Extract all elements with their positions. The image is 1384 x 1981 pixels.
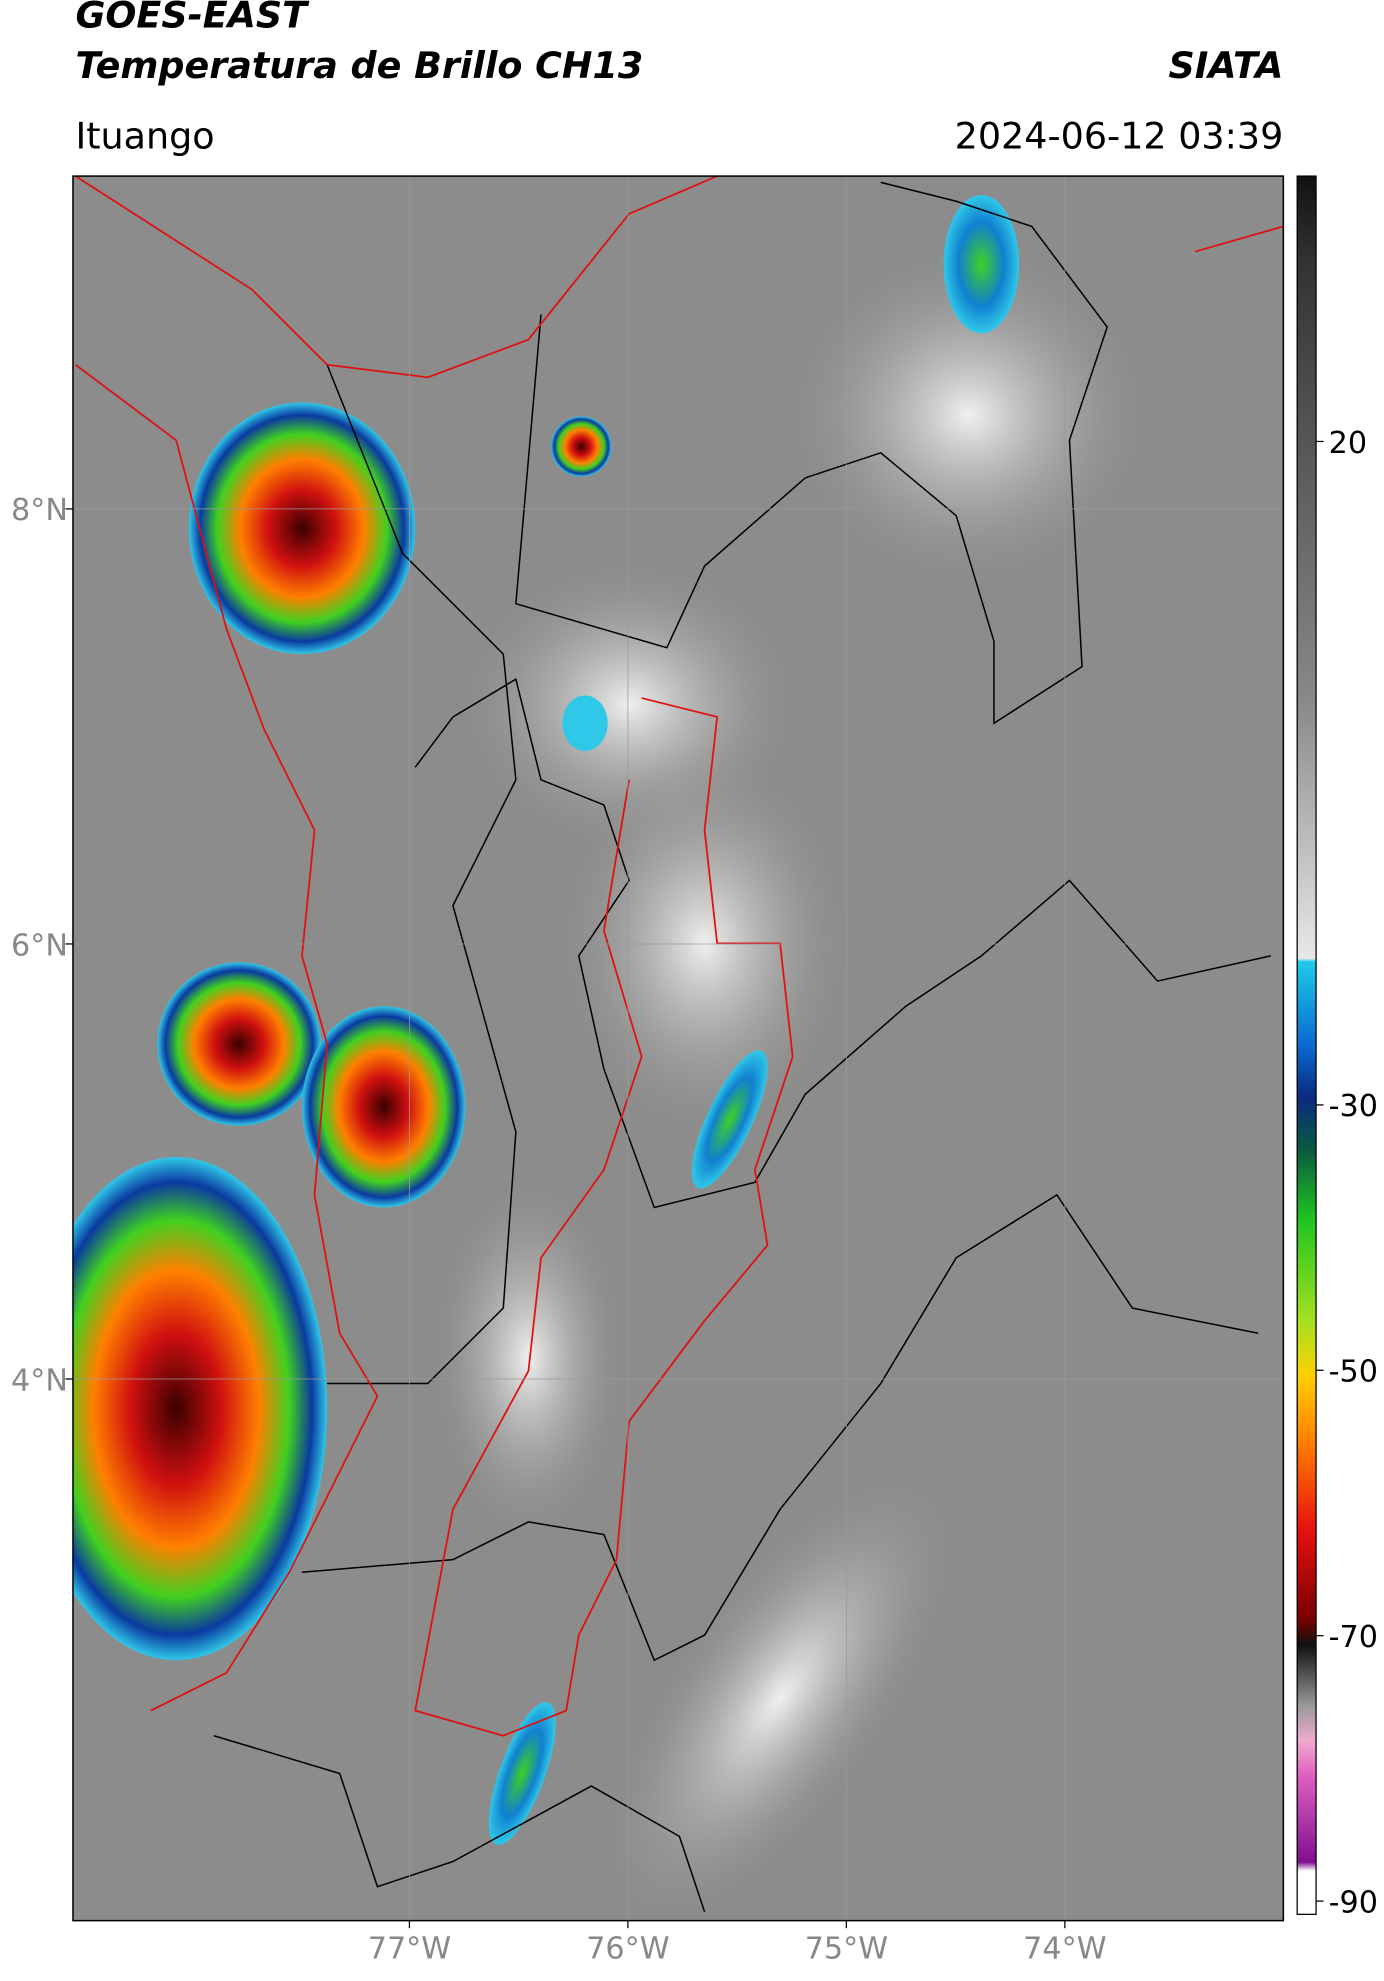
y-tick-label: 8°N	[11, 493, 68, 528]
colorbar-tick-label: -30	[1329, 1089, 1378, 1124]
location: Ituango	[75, 114, 214, 157]
colorbar-tick-label: 20	[1329, 426, 1367, 461]
organization: SIATA	[1168, 44, 1283, 87]
x-tick-label: 74°W	[1023, 1931, 1106, 1966]
title-line2: Temperatura de Brillo CH13	[75, 44, 643, 87]
map-frame	[72, 175, 1285, 1922]
colorbar	[1296, 175, 1317, 1915]
datetime: 2024-06-12 03:39	[955, 114, 1284, 157]
title-line1: GOES-EAST	[75, 0, 310, 37]
colorbar-tick-label: -90	[1329, 1885, 1378, 1920]
graticule	[72, 176, 1284, 1921]
x-tick-label: 77°W	[368, 1931, 451, 1966]
x-tick-label: 76°W	[586, 1931, 669, 1966]
y-tick-label: 4°N	[11, 1363, 68, 1398]
colorbar-tick-label: -50	[1329, 1355, 1378, 1390]
x-tick-label: 75°W	[805, 1931, 888, 1966]
y-tick-label: 6°N	[11, 928, 68, 963]
colorbar-tick-label: -70	[1329, 1620, 1378, 1655]
satellite-image	[72, 176, 1284, 1921]
